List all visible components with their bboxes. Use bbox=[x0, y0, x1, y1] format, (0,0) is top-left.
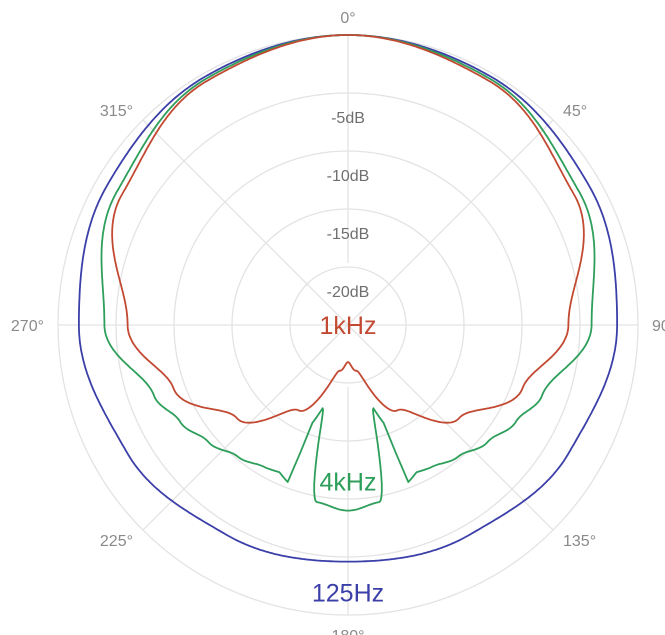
radial-tick-label: -5dB bbox=[331, 110, 365, 127]
series-line-1khz bbox=[111, 34, 585, 424]
series-line-125hz bbox=[78, 34, 618, 563]
angle-tick-label: 135° bbox=[563, 533, 596, 550]
angle-tick-label: 225° bbox=[100, 533, 133, 550]
angle-tick-label: 180° bbox=[331, 628, 364, 635]
angle-tick-label: 45° bbox=[563, 103, 587, 120]
series-label-125hz: 125Hz bbox=[312, 580, 384, 608]
polar-grid bbox=[57, 34, 639, 616]
grid-spoke bbox=[347, 324, 554, 531]
series-line-4khz bbox=[100, 34, 596, 512]
radial-tick-label: -10dB bbox=[327, 168, 370, 185]
series-group bbox=[78, 34, 618, 563]
series-label-4khz: 4kHz bbox=[320, 469, 377, 497]
angle-tick-label: 315° bbox=[100, 103, 133, 120]
radial-tick-label: -20dB bbox=[327, 284, 370, 301]
angle-tick-label: 0° bbox=[340, 10, 355, 27]
label-group: 0° 45° 90° 135° 180° 225° 270° 315° -5dB -10dB -15… bbox=[11, 10, 665, 635]
angle-tick-label: 270° bbox=[11, 318, 44, 335]
series-label-1khz: 1kHz bbox=[320, 312, 377, 340]
grid-spoke bbox=[142, 119, 349, 326]
angle-tick-label: 90° bbox=[652, 318, 665, 335]
grid-spoke bbox=[142, 324, 349, 531]
radial-tick-label: -15dB bbox=[327, 226, 370, 243]
grid-spoke bbox=[347, 119, 554, 326]
